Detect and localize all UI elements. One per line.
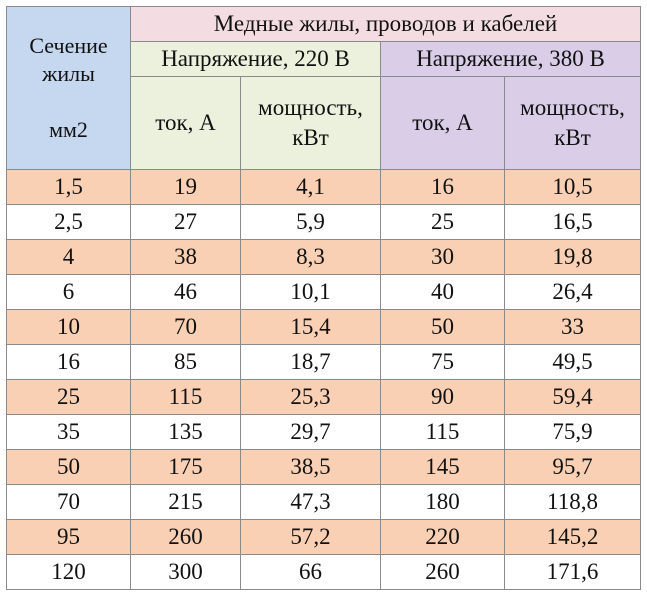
current-380-cell: 145 (380, 449, 505, 485)
current-220-cell: 85 (130, 344, 241, 380)
cable-table-container: Сечение жилы мм2 Медные жилы, проводов и… (6, 6, 641, 590)
table-body: 1,5 19 4,1 16 10,5 2,5 27 5,9 25 16,5 4 38 8,3 30 19,8… (6, 169, 641, 590)
header-row-2: Напряжение, 220 В Напряжение, 380 В (7, 41, 641, 77)
section-cell: 70 (6, 484, 131, 520)
current-380-cell: 180 (380, 484, 505, 520)
power-220-cell: 15,4 (240, 309, 381, 345)
section-cell: 6 (6, 274, 131, 310)
current-220-cell: 175 (130, 449, 241, 485)
power-380-cell: 171,6 (504, 554, 641, 590)
power-220-cell: 5,9 (240, 204, 381, 240)
current-220-cell: 19 (130, 169, 241, 205)
current-380-cell: 220 (380, 519, 505, 555)
table-row: 50 175 38,5 145 95,7 (6, 449, 641, 485)
current-220-cell: 135 (130, 414, 241, 450)
power-380-cell: 16,5 (504, 204, 641, 240)
current-380-cell: 40 (380, 274, 505, 310)
copper-cable-table: Сечение жилы мм2 Медные жилы, проводов и… (6, 6, 641, 590)
section-header: Сечение жилы мм2 (6, 6, 131, 170)
power-380-cell: 26,4 (504, 274, 641, 310)
power-220-cell: 10,1 (240, 274, 381, 310)
power-220-header: мощность, кВт (240, 76, 381, 170)
section-header-line1: Сечение (29, 33, 108, 58)
power-380-cell: 145,2 (504, 519, 641, 555)
power-220-cell: 38,5 (240, 449, 381, 485)
table-row: 16 85 18,7 75 49,5 (6, 344, 641, 380)
power-380-cell: 59,4 (504, 379, 641, 415)
current-220-cell: 215 (130, 484, 241, 520)
power-220-cell: 18,7 (240, 344, 381, 380)
section-cell: 2,5 (6, 204, 131, 240)
power-220-header-line1: мощность, (258, 95, 363, 120)
section-cell: 120 (6, 554, 131, 590)
section-cell: 95 (6, 519, 131, 555)
current-380-cell: 25 (380, 204, 505, 240)
header-row-3: ток, А мощность, кВт ток, А мощность, кВ… (7, 76, 641, 170)
current-220-cell: 70 (130, 309, 241, 345)
table-row: 2,5 27 5,9 25 16,5 (6, 204, 641, 240)
current-380-cell: 30 (380, 239, 505, 275)
power-220-cell: 29,7 (240, 414, 381, 450)
voltage-220-header: Напряжение, 220 В (130, 41, 381, 77)
section-cell: 16 (6, 344, 131, 380)
copper-header: Медные жилы, проводов и кабелей (130, 6, 641, 42)
current-380-header: ток, А (380, 76, 505, 170)
power-380-cell: 33 (504, 309, 641, 345)
current-380-cell: 50 (380, 309, 505, 345)
power-220-cell: 57,2 (240, 519, 381, 555)
voltage-380-header: Напряжение, 380 В (380, 41, 641, 77)
section-header-unit: мм2 (49, 117, 88, 142)
current-380-cell: 75 (380, 344, 505, 380)
header-row-1: Сечение жилы мм2 Медные жилы, проводов и… (6, 6, 641, 170)
current-380-cell: 115 (380, 414, 505, 450)
table-row: 10 70 15,4 50 33 (6, 309, 641, 345)
table-row: 120 300 66 260 171,6 (6, 554, 641, 590)
current-380-cell: 260 (380, 554, 505, 590)
current-220-cell: 27 (130, 204, 241, 240)
current-220-cell: 38 (130, 239, 241, 275)
power-380-cell: 75,9 (504, 414, 641, 450)
current-220-cell: 300 (130, 554, 241, 590)
current-220-cell: 46 (130, 274, 241, 310)
current-220-cell: 260 (130, 519, 241, 555)
section-cell: 25 (6, 379, 131, 415)
table-row: 70 215 47,3 180 118,8 (6, 484, 641, 520)
power-220-cell: 25,3 (240, 379, 381, 415)
power-380-header: мощность, кВт (504, 76, 641, 170)
current-380-cell: 90 (380, 379, 505, 415)
power-380-header-line2: кВт (554, 125, 591, 150)
power-220-cell: 47,3 (240, 484, 381, 520)
table-row: 95 260 57,2 220 145,2 (6, 519, 641, 555)
power-380-cell: 10,5 (504, 169, 641, 205)
power-220-cell: 66 (240, 554, 381, 590)
section-cell: 1,5 (6, 169, 131, 205)
power-220-cell: 4,1 (240, 169, 381, 205)
section-cell: 4 (6, 239, 131, 275)
section-cell: 35 (6, 414, 131, 450)
power-220-header-line2: кВт (292, 125, 329, 150)
section-cell: 10 (6, 309, 131, 345)
table-row: 1,5 19 4,1 16 10,5 (6, 169, 641, 205)
current-220-cell: 115 (130, 379, 241, 415)
current-220-header: ток, А (130, 76, 241, 170)
power-380-cell: 49,5 (504, 344, 641, 380)
power-380-cell: 118,8 (504, 484, 641, 520)
section-cell: 50 (6, 449, 131, 485)
power-380-cell: 95,7 (504, 449, 641, 485)
power-380-header-line1: мощность, (520, 95, 625, 120)
table-row: 35 135 29,7 115 75,9 (6, 414, 641, 450)
table-row: 4 38 8,3 30 19,8 (6, 239, 641, 275)
power-380-cell: 19,8 (504, 239, 641, 275)
table-row: 25 115 25,3 90 59,4 (6, 379, 641, 415)
power-220-cell: 8,3 (240, 239, 381, 275)
section-header-line2: жилы (42, 61, 95, 86)
current-380-cell: 16 (380, 169, 505, 205)
table-row: 6 46 10,1 40 26,4 (6, 274, 641, 310)
